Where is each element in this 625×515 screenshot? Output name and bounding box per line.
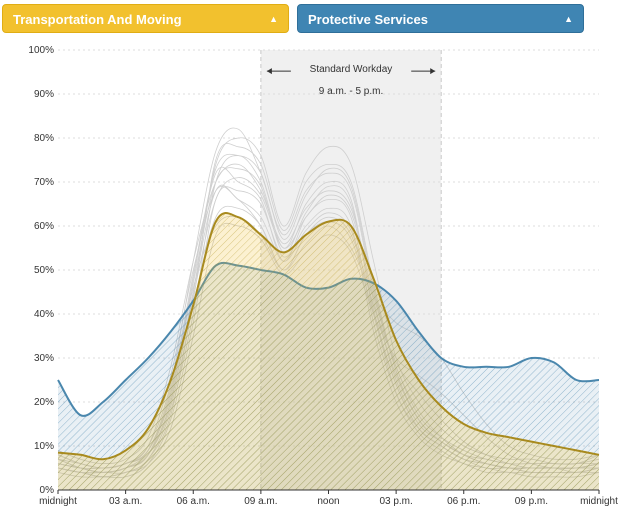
y-tick-label: 20% [34, 397, 54, 408]
x-tick-label: 06 p.m. [447, 496, 480, 507]
series-area-hatch [58, 213, 599, 490]
y-tick-label: 90% [34, 89, 54, 100]
y-tick-label: 80% [34, 133, 54, 144]
x-tick-label: noon [317, 496, 339, 507]
occupation-select-a-value: Transportation And Moving [13, 12, 182, 27]
x-tick-label: midnight [580, 496, 618, 507]
y-tick-label: 40% [34, 309, 54, 320]
workday-title: Standard Workday [310, 64, 393, 75]
x-tick-label: 03 p.m. [379, 496, 412, 507]
occupation-select-b[interactable]: Protective Services ▲ [297, 4, 584, 33]
x-tick-label: 09 a.m. [244, 496, 277, 507]
workday-right-arrowhead [430, 68, 436, 75]
x-tick-label: 03 a.m. [109, 496, 142, 507]
workday-hours: 9 a.m. - 5 p.m. [319, 86, 383, 97]
x-tick-label: 06 a.m. [177, 496, 210, 507]
y-tick-label: 30% [34, 353, 54, 364]
y-tick-label: 70% [34, 177, 54, 188]
y-tick-label: 0% [40, 485, 55, 496]
workday-left-arrowhead [266, 68, 272, 75]
y-tick-label: 60% [34, 221, 54, 232]
y-tick-label: 100% [28, 45, 54, 56]
select-arrows-icon: ▲ [269, 14, 278, 24]
occupation-select-b-value: Protective Services [308, 12, 428, 27]
y-tick-label: 50% [34, 265, 54, 276]
x-tick-label: 09 p.m. [515, 496, 548, 507]
x-tick-label: midnight [39, 496, 77, 507]
select-arrows-icon: ▲ [564, 14, 573, 24]
series-line [57, 212, 600, 461]
y-tick-label: 10% [34, 441, 54, 452]
occupation-select-a[interactable]: Transportation And Moving ▲ [2, 4, 289, 33]
